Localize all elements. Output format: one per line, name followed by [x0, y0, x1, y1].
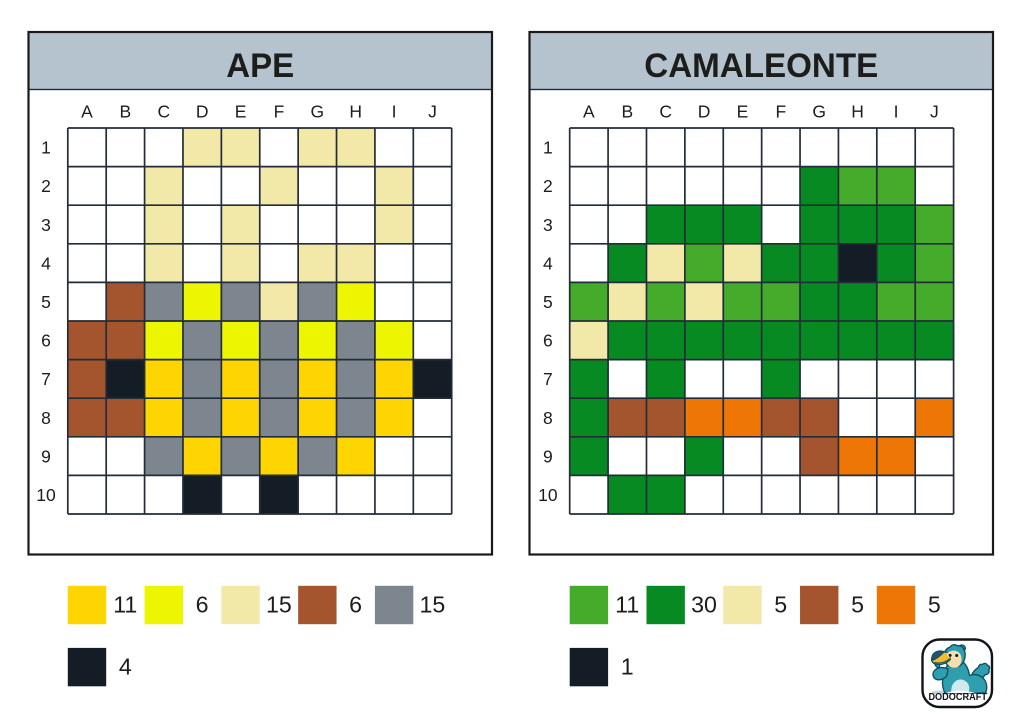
svg-text:G: G	[311, 102, 325, 122]
svg-text:7: 7	[543, 369, 553, 389]
svg-text:E: E	[235, 102, 247, 122]
svg-text:15: 15	[266, 592, 292, 618]
svg-text:10: 10	[538, 485, 558, 505]
svg-text:8: 8	[41, 408, 51, 428]
svg-text:4: 4	[119, 654, 132, 680]
svg-text:I: I	[894, 102, 899, 122]
svg-text:5: 5	[851, 592, 864, 618]
svg-text:3: 3	[543, 215, 553, 235]
svg-text:2: 2	[41, 176, 51, 196]
svg-text:6: 6	[196, 592, 209, 618]
svg-text:6: 6	[349, 592, 362, 618]
svg-text:A: A	[583, 102, 595, 122]
svg-text:D: D	[698, 102, 711, 122]
svg-text:9: 9	[543, 446, 553, 466]
svg-text:F: F	[775, 102, 786, 122]
svg-text:F: F	[274, 102, 285, 122]
svg-text:30: 30	[691, 592, 717, 618]
svg-text:J: J	[930, 102, 939, 122]
svg-text:D: D	[196, 102, 209, 122]
svg-text:8: 8	[543, 408, 553, 428]
svg-text:6: 6	[41, 331, 51, 351]
svg-text:B: B	[120, 102, 132, 122]
svg-text:DODOCRAFT: DODOCRAFT	[928, 691, 987, 703]
svg-text:11: 11	[615, 592, 639, 618]
svg-text:11: 11	[113, 592, 137, 618]
svg-text:B: B	[621, 102, 633, 122]
svg-text:1: 1	[41, 138, 51, 158]
svg-text:4: 4	[41, 253, 51, 273]
svg-text:7: 7	[41, 369, 51, 389]
svg-text:5: 5	[41, 292, 51, 312]
svg-text:E: E	[737, 102, 749, 122]
svg-text:CAMALEONTE: CAMALEONTE	[644, 47, 878, 85]
svg-text:1: 1	[621, 654, 634, 680]
svg-text:3: 3	[41, 215, 51, 235]
svg-text:10: 10	[36, 485, 56, 505]
svg-text:H: H	[851, 102, 864, 122]
svg-text:9: 9	[41, 446, 51, 466]
svg-text:J: J	[428, 102, 437, 122]
svg-text:5: 5	[543, 292, 553, 312]
svg-text:I: I	[392, 102, 397, 122]
svg-text:APE: APE	[226, 47, 294, 85]
svg-text:5: 5	[774, 592, 787, 618]
svg-text:G: G	[812, 102, 826, 122]
svg-text:4: 4	[543, 253, 553, 273]
svg-text:1: 1	[543, 138, 553, 158]
svg-text:6: 6	[543, 331, 553, 351]
svg-text:C: C	[659, 102, 672, 122]
svg-text:5: 5	[928, 592, 941, 618]
svg-text:A: A	[81, 102, 93, 122]
svg-text:C: C	[157, 102, 170, 122]
svg-text:2: 2	[543, 176, 553, 196]
svg-text:H: H	[349, 102, 362, 122]
svg-text:15: 15	[420, 592, 446, 618]
